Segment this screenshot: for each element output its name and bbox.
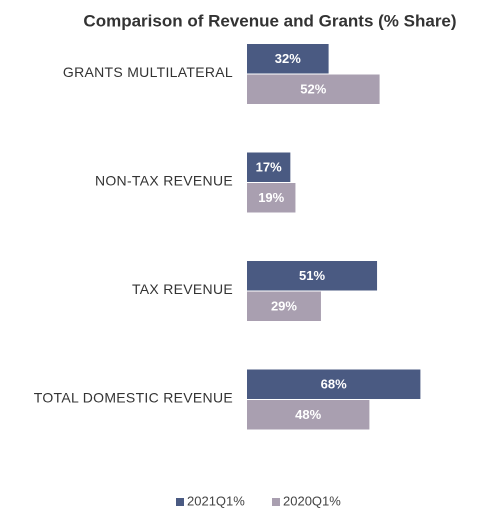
legend-label: 2020Q1% (283, 493, 341, 508)
value-label: 52% (300, 82, 326, 97)
bar (247, 261, 378, 291)
bar (247, 369, 421, 399)
bar (247, 400, 370, 430)
bar (247, 152, 291, 182)
value-label: 19% (258, 190, 284, 205)
legend-marker (272, 498, 280, 506)
value-label: 51% (299, 268, 325, 283)
category-label: GRANTS MULTILATERAL (63, 64, 233, 80)
value-label: 68% (321, 377, 347, 392)
bar (247, 183, 296, 213)
legend-label: 2021Q1% (187, 493, 245, 508)
legend-marker (176, 498, 184, 506)
bar (247, 74, 380, 104)
chart-title: Comparison of Revenue and Grants (% Shar… (83, 11, 456, 30)
value-label: 48% (295, 407, 321, 422)
category-label: TAX REVENUE (132, 281, 233, 297)
category-label: NON-TAX REVENUE (95, 173, 233, 189)
value-label: 32% (275, 51, 301, 66)
value-label: 29% (271, 299, 297, 314)
bar (247, 291, 321, 321)
category-label: TOTAL DOMESTIC REVENUE (34, 390, 233, 406)
bar (247, 44, 329, 74)
value-label: 17% (256, 160, 282, 175)
